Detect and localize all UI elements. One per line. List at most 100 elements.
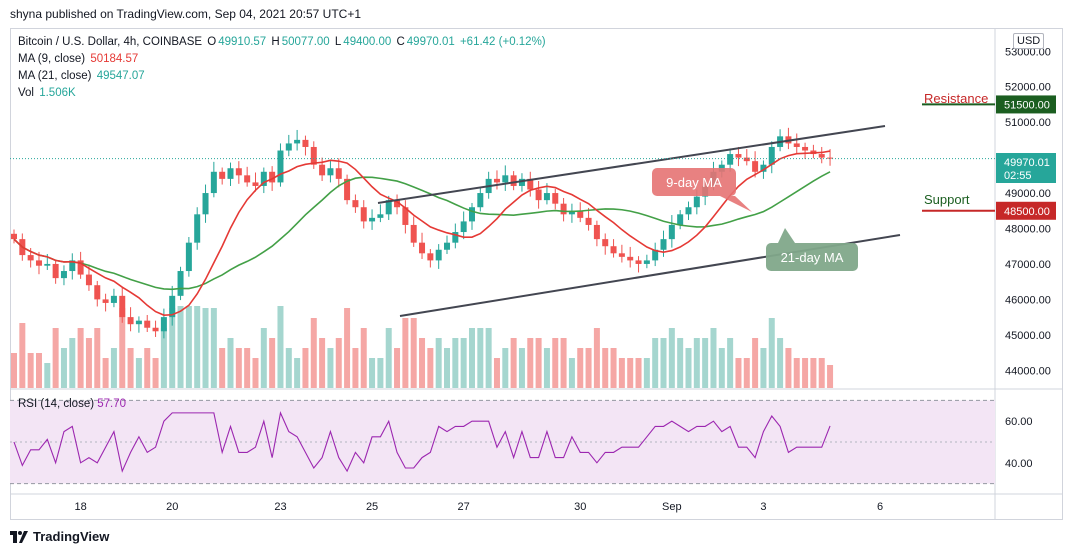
candle-body <box>11 233 17 240</box>
volume-bar <box>602 348 609 388</box>
candle-body <box>477 193 484 208</box>
volume-bar <box>194 306 201 388</box>
candle-body <box>685 207 692 215</box>
volume-bar <box>552 338 559 388</box>
candle-body <box>77 260 84 275</box>
ma9-value: 50184.57 <box>90 53 139 65</box>
candle-body <box>402 207 409 225</box>
volume-bar <box>160 328 167 388</box>
ma21-callout-box <box>766 243 858 271</box>
volume-bar <box>710 328 717 388</box>
volume-bar <box>119 308 126 388</box>
candle-body <box>585 217 592 225</box>
volume-bar <box>52 328 59 388</box>
time-tick-label: 27 <box>458 501 470 513</box>
candle-body <box>643 260 650 264</box>
candle-body <box>119 295 126 318</box>
volume-bar <box>285 348 292 388</box>
candle-body <box>518 178 525 186</box>
price-tick-label: 46000.00 <box>1005 294 1051 306</box>
candle-body <box>527 178 534 190</box>
currency-badge[interactable]: USD <box>1013 33 1045 49</box>
ma9-callout-label: 9-day MA <box>666 175 722 190</box>
time-tick-label: 23 <box>274 501 286 513</box>
candle-body <box>552 193 559 204</box>
volume-bar <box>294 358 301 388</box>
volume-bar <box>777 338 784 388</box>
support-price-tag-text: 48500.00 <box>1004 206 1050 218</box>
volume-bar <box>227 338 234 388</box>
support-label: Support <box>924 192 970 207</box>
volume-bar <box>660 338 667 388</box>
volume-bar <box>652 338 659 388</box>
high-label: H <box>271 36 280 48</box>
footer-brand[interactable]: TradingView <box>10 529 109 544</box>
price-tick-label: 47000.00 <box>1005 259 1051 271</box>
volume-bar <box>302 348 309 388</box>
candle-body <box>102 299 109 303</box>
candle-body <box>727 154 734 165</box>
volume-bar <box>610 348 617 388</box>
time-tick-label: 20 <box>166 501 178 513</box>
countdown-text: 02:55 <box>1004 170 1032 182</box>
price-tick-label: 45000.00 <box>1005 330 1051 342</box>
candle-body <box>743 157 750 162</box>
volume-bar <box>677 338 684 388</box>
volume-bar <box>335 338 342 388</box>
candle-body <box>693 196 700 208</box>
legend-symbol-row: Bitcoin / U.S. Dollar, 4h, COINBASE O 499… <box>18 34 548 51</box>
volume-bar <box>502 348 509 388</box>
volume-bar <box>485 328 492 388</box>
price-tick-label: 49000.00 <box>1005 188 1051 200</box>
volume-bar <box>785 348 792 388</box>
volume-bar <box>19 323 26 388</box>
last-price-tag-text: 49970.01 <box>1004 157 1050 169</box>
top-bar: shyna published on TradingView.com, Sep … <box>0 0 1071 28</box>
volume-bar <box>202 308 209 388</box>
candle-body <box>260 171 267 186</box>
volume-bar <box>319 338 326 388</box>
candle-body <box>177 271 184 296</box>
volume-bar <box>152 358 159 388</box>
volume-bar <box>369 358 376 388</box>
volume-bar <box>768 318 775 388</box>
candle-body <box>410 224 417 243</box>
candle-body <box>152 327 159 332</box>
volume-bar <box>444 348 451 388</box>
candle-body <box>369 217 376 222</box>
volume-bar <box>668 328 675 388</box>
time-tick-label: 6 <box>877 501 883 513</box>
volume-bar <box>352 348 359 388</box>
rsi-value: 57.70 <box>97 398 127 410</box>
volume-bar <box>110 348 117 388</box>
candle-body <box>677 214 684 225</box>
price-tick-label: 53000.00 <box>1005 46 1051 58</box>
volume-bar <box>11 353 17 388</box>
rsi-tick-label: 60.00 <box>1005 416 1033 428</box>
legend-ma9-row: MA (9, close) 50184.57 <box>18 51 548 68</box>
volume-bar <box>460 338 467 388</box>
candle-body <box>27 255 34 261</box>
brand-name: TradingView <box>33 529 110 544</box>
volume-bar <box>402 318 409 388</box>
rsi-tick-label: 40.00 <box>1005 458 1033 470</box>
rsi-line <box>13 411 831 473</box>
candle-body <box>802 146 809 151</box>
volume-bar <box>177 306 184 388</box>
time-tick-label: 3 <box>760 501 766 513</box>
volume-bar <box>752 338 759 388</box>
candle-body <box>302 139 309 147</box>
volume-bar <box>360 328 367 388</box>
volume-bar <box>810 358 817 388</box>
volume-bar <box>585 348 592 388</box>
legend: Bitcoin / U.S. Dollar, 4h, COINBASE O 499… <box>18 34 548 102</box>
candle-body <box>60 271 67 279</box>
candle-body <box>510 175 517 186</box>
ma9-callout-pointer <box>720 196 752 212</box>
candle-body <box>577 210 584 218</box>
candle-body <box>752 161 759 172</box>
candle-body <box>768 146 775 165</box>
candle-body <box>660 239 667 250</box>
candle-body <box>468 207 475 222</box>
